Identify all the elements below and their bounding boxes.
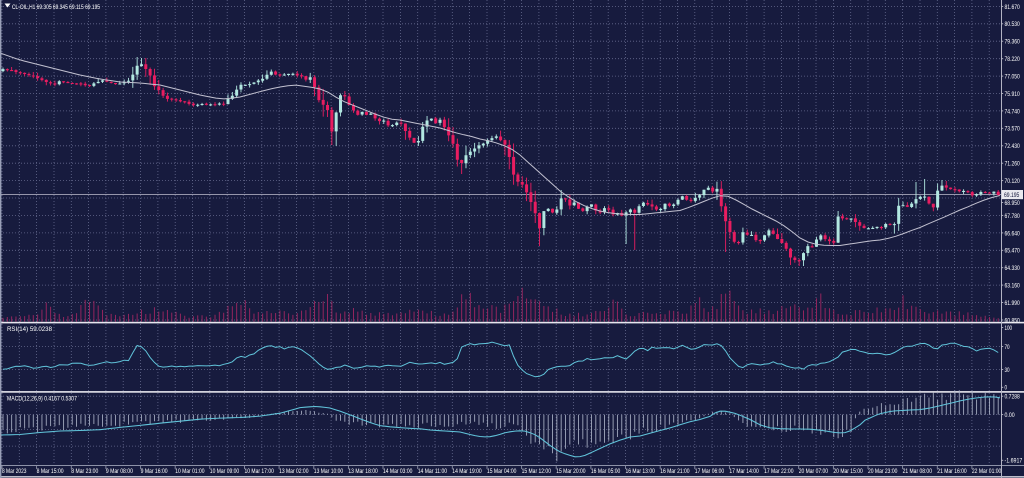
svg-text:0.7288: 0.7288 — [1005, 394, 1021, 401]
svg-text:17 Mar 06:00: 17 Mar 06:00 — [695, 468, 725, 475]
svg-text:16 Mar 05:00: 16 Mar 05:00 — [591, 468, 621, 475]
svg-text:17 Mar 14:00: 17 Mar 14:00 — [729, 468, 759, 475]
svg-text:8 Mar 2023: 8 Mar 2023 — [2, 468, 27, 475]
svg-text:69.195: 69.195 — [1004, 192, 1020, 199]
svg-text:70.120: 70.120 — [1005, 178, 1021, 185]
svg-text:8 Mar 15:00: 8 Mar 15:00 — [37, 468, 64, 475]
svg-text:79.360: 79.360 — [1005, 39, 1021, 46]
svg-text:14 Mar 11:00: 14 Mar 11:00 — [418, 468, 448, 475]
svg-text:22 Mar 01:00: 22 Mar 01:00 — [972, 468, 1002, 475]
svg-text:20 Mar 15:00: 20 Mar 15:00 — [833, 468, 863, 475]
svg-text:70: 70 — [1005, 344, 1010, 351]
svg-text:13 Mar 18:00: 13 Mar 18:00 — [348, 468, 378, 475]
svg-text:10 Mar 09:00: 10 Mar 09:00 — [210, 468, 240, 475]
svg-text:73.570: 73.570 — [1005, 126, 1021, 133]
svg-text:63.160: 63.160 — [1005, 283, 1021, 290]
svg-text:16 Mar 13:00: 16 Mar 13:00 — [626, 468, 656, 475]
svg-text:21 Mar 08:00: 21 Mar 08:00 — [903, 468, 933, 475]
svg-text:72.430: 72.430 — [1005, 143, 1021, 150]
svg-text:9 Mar 08:00: 9 Mar 08:00 — [106, 468, 133, 475]
svg-text:65.470: 65.470 — [1005, 248, 1021, 255]
svg-text:0: 0 — [1005, 385, 1008, 392]
svg-text:RSI(14) 59.0238: RSI(14) 59.0238 — [7, 326, 52, 333]
svg-text:CL-OIL,H1 69.305 69.345 69.11: CL-OIL,H1 69.305 69.345 69.115 69.195 — [12, 4, 100, 11]
svg-text:81.670: 81.670 — [1005, 4, 1021, 11]
svg-text:9 Mar 16:00: 9 Mar 16:00 — [141, 468, 168, 475]
svg-text:16 Mar 21:00: 16 Mar 21:00 — [660, 468, 690, 475]
svg-text:67.780: 67.780 — [1005, 213, 1021, 220]
svg-text:10 Mar 17:00: 10 Mar 17:00 — [245, 468, 275, 475]
svg-text:13 Mar 10:00: 13 Mar 10:00 — [314, 468, 344, 475]
svg-text:100: 100 — [1005, 325, 1013, 332]
svg-text:MACD(12,26,9) 0.4167 0.5307: MACD(12,26,9) 0.4167 0.5307 — [7, 396, 77, 403]
svg-text:-1.6917: -1.6917 — [1005, 458, 1023, 465]
svg-text:61.990: 61.990 — [1005, 300, 1021, 307]
svg-text:15 Mar 04:00: 15 Mar 04:00 — [487, 468, 517, 475]
svg-text:71.260: 71.260 — [1005, 161, 1021, 168]
svg-text:66.640: 66.640 — [1005, 230, 1021, 237]
svg-text:80.530: 80.530 — [1005, 21, 1021, 28]
svg-text:75.910: 75.910 — [1005, 91, 1021, 98]
svg-text:68.950: 68.950 — [1005, 200, 1021, 207]
svg-text:64.330: 64.330 — [1005, 265, 1021, 272]
svg-text:74.740: 74.740 — [1005, 108, 1021, 115]
svg-text:78.220: 78.220 — [1005, 56, 1021, 63]
svg-text:15 Mar 20:00: 15 Mar 20:00 — [556, 468, 586, 475]
svg-text:21 Mar 16:00: 21 Mar 16:00 — [937, 468, 967, 475]
svg-text:10 Mar 01:00: 10 Mar 01:00 — [175, 468, 205, 475]
svg-text:8 Mar 23:00: 8 Mar 23:00 — [71, 468, 98, 475]
svg-text:0.00: 0.00 — [1005, 412, 1016, 419]
svg-text:20 Mar 23:00: 20 Mar 23:00 — [868, 468, 898, 475]
svg-text:17 Mar 22:00: 17 Mar 22:00 — [764, 468, 794, 475]
svg-text:77.050: 77.050 — [1005, 74, 1021, 81]
svg-text:13 Mar 02:00: 13 Mar 02:00 — [279, 468, 309, 475]
svg-text:14 Mar 03:00: 14 Mar 03:00 — [383, 468, 413, 475]
svg-text:60.850: 60.850 — [1005, 317, 1021, 324]
svg-text:30: 30 — [1005, 367, 1010, 374]
svg-text:20 Mar 07:00: 20 Mar 07:00 — [799, 468, 829, 475]
svg-text:14 Mar 19:00: 14 Mar 19:00 — [452, 468, 482, 475]
svg-text:15 Mar 12:00: 15 Mar 12:00 — [522, 468, 552, 475]
